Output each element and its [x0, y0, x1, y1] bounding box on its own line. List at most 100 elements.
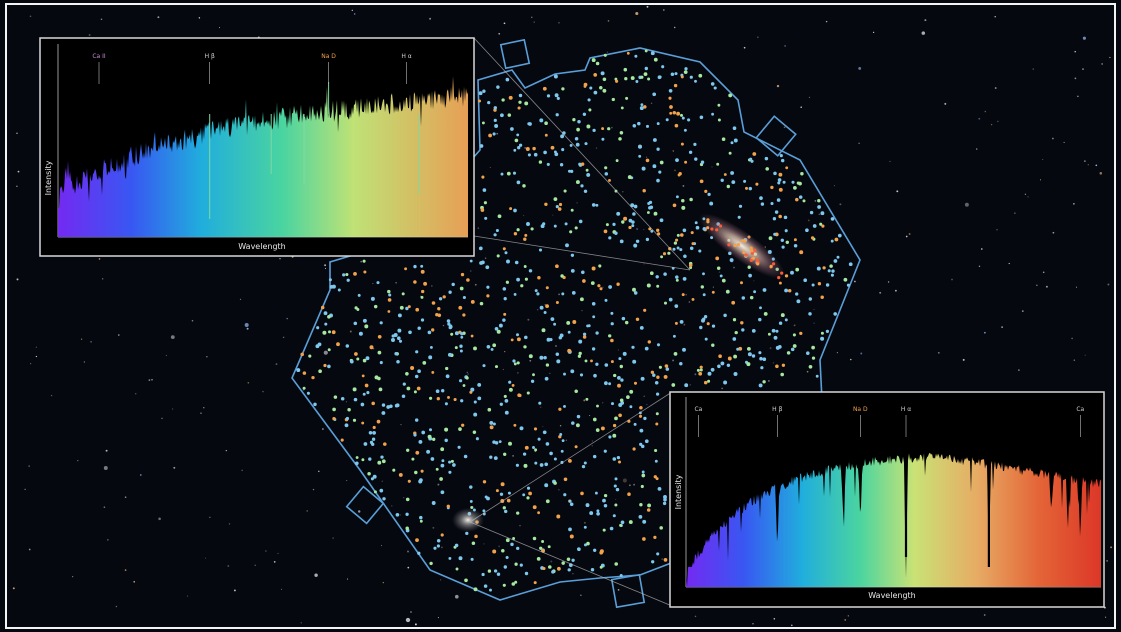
target-dot [524, 277, 528, 281]
star [1105, 616, 1107, 618]
target-dot [533, 427, 538, 431]
target-dot [682, 347, 686, 352]
target-dot [777, 181, 781, 185]
target-dot [699, 368, 703, 372]
target-dot [420, 469, 424, 473]
target-dot [555, 205, 559, 209]
target-dot [586, 541, 590, 546]
target-dot [361, 421, 365, 425]
target-dot [640, 444, 645, 449]
target-dot [659, 160, 664, 165]
target-dot [802, 199, 806, 203]
target-dot [604, 363, 609, 367]
star [552, 214, 554, 216]
target-dot [302, 371, 307, 375]
target-dot [631, 224, 635, 228]
target-dot [585, 397, 589, 401]
star [712, 286, 714, 288]
target-dot [447, 322, 451, 326]
target-dot [704, 189, 708, 193]
star [772, 362, 775, 364]
target-dot [663, 272, 667, 276]
target-dot [526, 496, 530, 500]
target-dot [656, 375, 660, 379]
target-dot [675, 195, 679, 199]
target-dot [578, 351, 582, 356]
target-dot [493, 456, 498, 460]
star [672, 359, 675, 362]
target-dot [494, 365, 499, 369]
target-dot [730, 171, 735, 175]
target-dot [779, 154, 783, 158]
star [975, 148, 978, 150]
target-dot [616, 455, 621, 460]
target-dot [447, 352, 452, 357]
target-dot [364, 383, 369, 388]
star [847, 615, 849, 617]
target-dot [353, 272, 357, 276]
target-dot [568, 499, 572, 503]
target-dot [555, 352, 560, 356]
star [537, 309, 539, 311]
target-dot [366, 391, 370, 395]
target-dot [762, 357, 767, 362]
target-dot [582, 112, 587, 116]
target-dot [373, 304, 378, 309]
target-dot [700, 160, 705, 164]
target-dot [526, 391, 530, 395]
star [407, 566, 410, 569]
target-dot [490, 347, 494, 351]
target-dot [371, 401, 375, 406]
target-dot [817, 205, 821, 209]
star [512, 455, 514, 457]
target-dot [748, 273, 752, 278]
target-dot [481, 572, 485, 577]
target-dot [347, 408, 351, 412]
target-dot [435, 389, 440, 394]
star [314, 573, 318, 577]
star [591, 445, 593, 447]
star [694, 373, 697, 376]
target-dot [414, 470, 418, 475]
target-dot [327, 314, 331, 319]
target-dot [616, 211, 621, 216]
target-dot [520, 284, 524, 288]
target-dot [641, 473, 646, 478]
star [887, 281, 890, 283]
target-dot [387, 310, 391, 313]
target-dot [770, 201, 774, 206]
target-dot [352, 387, 357, 392]
star [442, 324, 445, 327]
target-dot [462, 384, 466, 387]
target-dot [655, 422, 659, 426]
galaxy-target-dot [750, 251, 754, 255]
target-dot [619, 239, 624, 244]
star [980, 248, 983, 250]
star [118, 334, 120, 336]
target-dot [507, 113, 512, 117]
star [35, 355, 38, 358]
target-dot [328, 330, 331, 334]
target-dot [445, 374, 450, 379]
target-dot [648, 200, 653, 205]
star [685, 293, 688, 296]
target-dot [487, 407, 492, 412]
target-dot [563, 372, 566, 376]
target-dot [833, 312, 838, 316]
star [807, 219, 810, 222]
target-dot [493, 106, 498, 110]
star [318, 470, 320, 473]
target-dot [503, 297, 507, 301]
target-dot [570, 169, 574, 174]
target-dot [492, 549, 497, 554]
target-dot [733, 354, 738, 359]
target-dot [632, 287, 636, 292]
target-dot [673, 83, 678, 88]
target-dot [536, 292, 540, 296]
target-dot [483, 201, 487, 205]
spectrum-trace [58, 76, 468, 237]
target-dot [624, 320, 629, 325]
target-dot [629, 389, 634, 394]
star [124, 496, 127, 499]
target-dot [568, 527, 572, 532]
